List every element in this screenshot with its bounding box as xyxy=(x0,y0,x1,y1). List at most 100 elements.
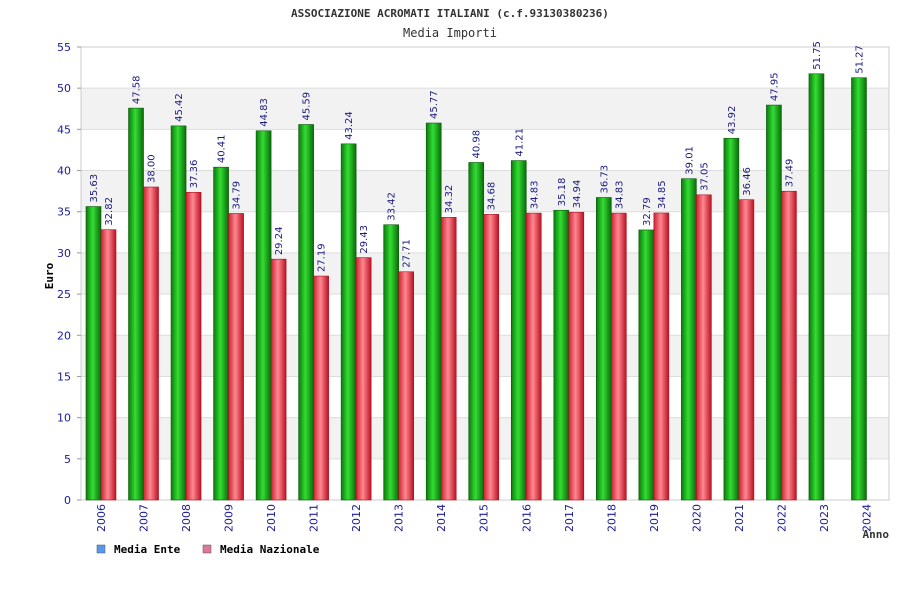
data-label: 29.43 xyxy=(359,225,370,254)
bar-media-nazionale-2021 xyxy=(738,199,755,501)
data-label: 44.83 xyxy=(259,98,270,127)
data-label: 34.83 xyxy=(529,180,540,209)
bar-media-ente-2013 xyxy=(383,224,399,501)
data-label: 43.92 xyxy=(727,106,738,135)
data-label: 39.01 xyxy=(684,146,695,175)
data-label: 45.42 xyxy=(174,93,185,122)
data-label: 43.24 xyxy=(344,111,355,140)
bar-media-nazionale-2012 xyxy=(355,257,372,501)
bar-media-nazionale-2020 xyxy=(696,194,712,501)
bar-media-ente-2009 xyxy=(213,166,229,501)
data-label: 35.63 xyxy=(89,174,100,203)
bar-media-nazionale-2006 xyxy=(100,229,117,501)
x-tick-label: 2023 xyxy=(818,504,831,532)
data-label: 37.36 xyxy=(189,160,200,189)
x-tick-label: 2010 xyxy=(265,504,278,532)
data-label: 32.82 xyxy=(104,197,115,226)
data-label: 40.98 xyxy=(472,130,483,159)
legend-label-media-ente: Media Ente xyxy=(114,543,181,556)
x-tick-label: 2017 xyxy=(563,504,576,532)
bar-media-nazionale-2019 xyxy=(653,212,670,501)
data-label: 35.18 xyxy=(557,178,568,207)
chart-subtitle: Media Importi xyxy=(403,26,497,40)
data-label: 51.75 xyxy=(812,41,823,70)
legend-swatch-media-ente xyxy=(96,544,106,554)
bar-media-nazionale-2017 xyxy=(568,211,585,501)
data-label: 34.32 xyxy=(444,185,455,214)
y-tick-label: 15 xyxy=(57,370,71,383)
x-tick-label: 2018 xyxy=(605,504,618,532)
data-label: 37.05 xyxy=(699,162,710,191)
bar-media-nazionale-2013 xyxy=(398,271,414,501)
bar-media-ente-2012 xyxy=(340,143,357,501)
x-tick-label: 2009 xyxy=(223,504,236,532)
x-tick-label: 2020 xyxy=(690,504,703,532)
bar-media-nazionale-2018 xyxy=(611,212,627,501)
y-axis-label: Euro xyxy=(43,262,56,289)
x-tick-label: 2013 xyxy=(393,504,406,532)
data-label: 29.24 xyxy=(274,227,285,256)
bar-media-nazionale-2011 xyxy=(313,275,329,501)
data-label: 47.95 xyxy=(769,72,780,101)
x-axis-label: Anno xyxy=(863,528,890,541)
y-tick-label: 25 xyxy=(57,288,71,301)
data-label: 27.19 xyxy=(317,243,328,272)
x-tick-label: 2024 xyxy=(860,504,873,532)
data-label: 41.21 xyxy=(514,128,525,157)
x-tick-label: 2016 xyxy=(520,504,533,532)
bar-media-ente-2024 xyxy=(851,77,867,501)
legend: Media Ente Media Nazionale xyxy=(96,543,320,556)
bar-media-nazionale-2022 xyxy=(781,190,797,501)
x-tick-label: 2007 xyxy=(138,504,151,532)
y-tick-label: 35 xyxy=(57,206,71,219)
bar-media-ente-2011 xyxy=(298,124,314,501)
x-tick-label: 2019 xyxy=(648,504,661,532)
x-tick-label: 2014 xyxy=(435,504,448,532)
data-label: 27.71 xyxy=(402,239,413,268)
y-axis-ticks: 0 5 10 15 20 25 30 35 40 45 50 55 xyxy=(57,41,81,507)
grid-band xyxy=(81,129,889,171)
x-tick-label: 2012 xyxy=(350,504,363,532)
x-tick-label: 2011 xyxy=(308,504,321,532)
bar-media-ente-2022 xyxy=(766,104,782,501)
data-label: 38.00 xyxy=(147,154,158,183)
y-tick-label: 5 xyxy=(64,453,71,466)
data-label: 36.46 xyxy=(742,167,753,196)
data-label: 34.85 xyxy=(657,180,668,209)
legend-swatch-media-nazionale xyxy=(202,544,212,554)
data-label: 45.77 xyxy=(429,90,440,119)
y-tick-label: 0 xyxy=(64,494,71,507)
bar-media-ente-2017 xyxy=(553,209,570,501)
data-label: 34.68 xyxy=(487,182,498,211)
grid-band xyxy=(81,47,889,89)
data-label: 51.27 xyxy=(854,45,865,74)
data-label: 33.42 xyxy=(387,192,398,221)
x-tick-label: 2006 xyxy=(95,504,108,532)
data-labels: 35.63 32.82 47.58 38.00 45.42 37.36 40.41 34.79… xyxy=(89,41,865,272)
bar-media-ente-2010 xyxy=(255,130,272,501)
bar-media-ente-2016 xyxy=(510,160,527,501)
data-label: 36.73 xyxy=(599,165,610,194)
data-label: 47.58 xyxy=(132,75,143,104)
data-label: 45.59 xyxy=(302,92,313,121)
x-tick-label: 2022 xyxy=(775,504,788,532)
bar-media-ente-2021 xyxy=(723,137,740,501)
bar-media-nazionale-2007 xyxy=(143,186,159,501)
bar-media-ente-2014 xyxy=(425,122,442,501)
legend-label-media-nazionale: Media Nazionale xyxy=(220,543,320,556)
bar-media-ente-2007 xyxy=(128,107,144,501)
bar-media-ente-2018 xyxy=(596,197,612,501)
data-label: 34.79 xyxy=(232,181,243,210)
bar-media-nazionale-2010 xyxy=(270,258,287,501)
bar-media-ente-2015 xyxy=(468,162,485,501)
data-label: 34.94 xyxy=(572,180,583,209)
bar-media-nazionale-2009 xyxy=(228,213,244,501)
y-tick-label: 55 xyxy=(57,41,71,54)
x-axis-ticks: 2006 2007 2008 2009 2010 2011 2012 2013 2014 2015… xyxy=(95,504,873,532)
data-label: 34.83 xyxy=(614,180,625,209)
y-tick-label: 10 xyxy=(57,412,71,425)
bar-media-ente-2020 xyxy=(681,178,697,501)
bar-media-ente-2023 xyxy=(808,73,825,501)
bar-media-ente-2006 xyxy=(85,206,102,501)
